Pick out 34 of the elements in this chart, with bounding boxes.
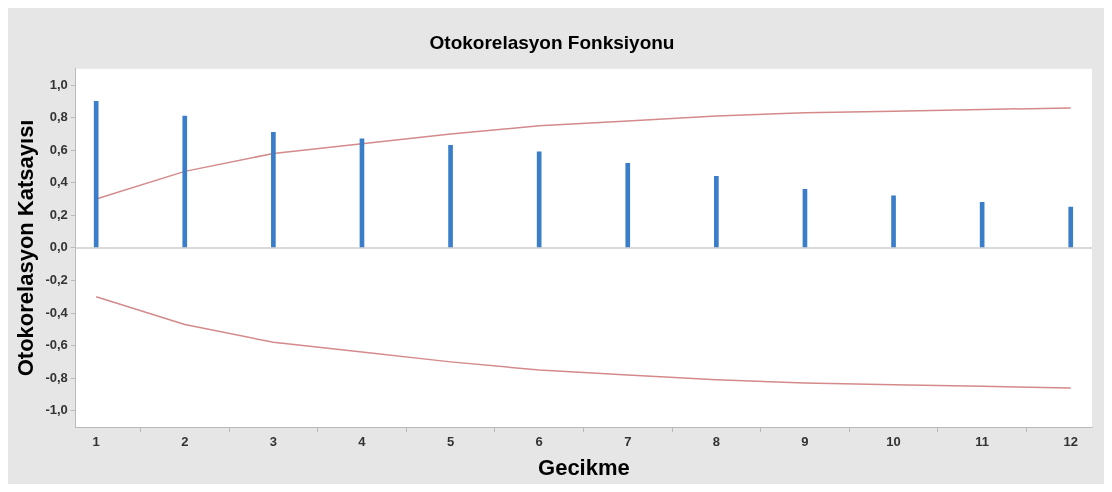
x-tick-label: 7 xyxy=(624,434,632,450)
chart-title: Otokorelasyon Fonksiyonu xyxy=(429,31,675,53)
bar xyxy=(891,195,896,248)
y-tick-label: 0,6 xyxy=(49,141,68,157)
x-tick-label: 4 xyxy=(358,434,367,450)
bar xyxy=(182,115,188,248)
bar xyxy=(271,131,276,248)
y-tick-label: 0,8 xyxy=(49,109,68,125)
bar xyxy=(714,175,719,248)
bar xyxy=(625,162,631,248)
y-axis-title: Otokorelasyon Katsayısı xyxy=(13,119,39,377)
x-tick-label: 12 xyxy=(1063,434,1078,450)
x-tick-label: 3 xyxy=(269,434,277,450)
x-tick-label: 11 xyxy=(975,434,990,450)
x-tick-label: 10 xyxy=(886,434,901,450)
x-axis-title: Gecikme xyxy=(538,454,630,480)
bar xyxy=(448,145,453,248)
bar xyxy=(93,101,99,248)
y-tick-label: 0,2 xyxy=(49,206,68,222)
y-tick-label: -0,2 xyxy=(45,272,68,288)
x-tick-label: 8 xyxy=(712,434,720,450)
x-tick-label: 5 xyxy=(446,434,455,450)
y-tick-label: 1,0 xyxy=(49,76,68,92)
x-tick-label: 6 xyxy=(535,434,543,450)
y-tick-label: -0,4 xyxy=(45,304,69,320)
y-tick-label: -0,6 xyxy=(45,337,68,353)
x-tick-label: 9 xyxy=(801,434,809,450)
y-tick-label: -1,0 xyxy=(45,402,68,418)
y-tick-label: -0,8 xyxy=(45,369,68,385)
bar xyxy=(1068,206,1074,248)
y-tick-label: 0,0 xyxy=(49,239,68,255)
x-tick-label: 2 xyxy=(181,434,189,450)
x-tick-label: 1 xyxy=(92,434,100,450)
y-tick-label: 0,4 xyxy=(49,174,69,190)
